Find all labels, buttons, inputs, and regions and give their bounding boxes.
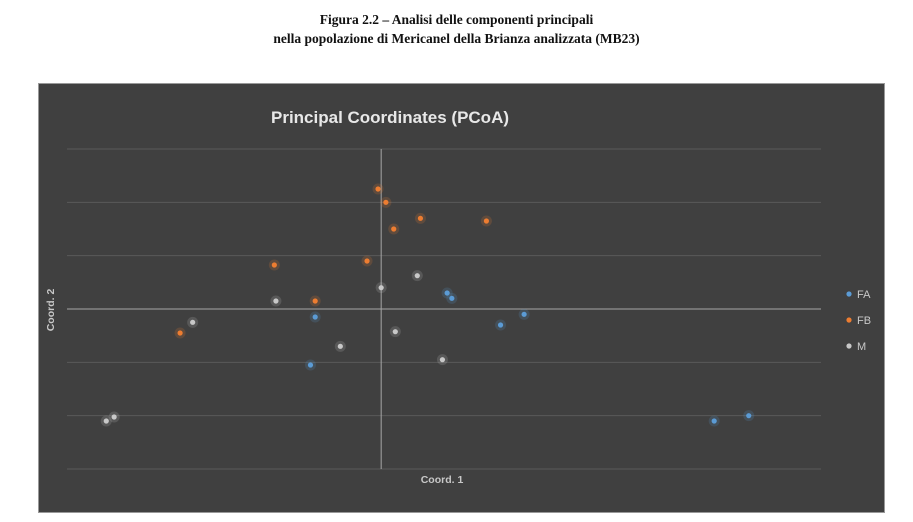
chart-title: Principal Coordinates (PCoA) [271, 108, 509, 127]
data-point-fb [312, 298, 318, 304]
data-point-m [392, 329, 398, 335]
data-point-m [337, 343, 343, 349]
data-point-m [273, 298, 279, 304]
data-point-m [190, 319, 196, 325]
data-point-fb [383, 199, 389, 205]
data-point-fb [391, 226, 397, 232]
data-point-fb [483, 218, 490, 224]
data-point-fb [271, 262, 277, 268]
figure-caption: Figura 2.2 – Analisi delle componenti pr… [0, 10, 913, 48]
axes [67, 149, 821, 469]
legend-marker-fb [846, 317, 852, 323]
y-axis-label: Coord. 2 [45, 289, 57, 332]
chart-panel: Principal Coordinates (PCoA) Coord. 1 Co… [38, 83, 885, 513]
data-point-fb [364, 258, 370, 264]
data-points [100, 183, 755, 427]
data-point-fb [375, 186, 381, 192]
data-point-m [111, 414, 117, 420]
data-point-fa [711, 418, 717, 424]
legend-label-fa: FA [857, 289, 871, 301]
data-point-m [439, 357, 446, 363]
legend-marker-m [846, 343, 852, 349]
caption-line-1: Figura 2.2 – Analisi delle componenti pr… [319, 12, 594, 27]
legend-marker-fa [846, 291, 852, 297]
data-point-fa [307, 362, 314, 368]
data-point-m [414, 273, 420, 279]
gridlines [67, 148, 821, 470]
data-point-fa [312, 314, 318, 320]
data-point-fa [497, 322, 504, 328]
legend-label-m: M [857, 341, 866, 353]
caption-line-2: nella popolazione di Mericanel della Bri… [273, 31, 640, 46]
scatter-chart: Principal Coordinates (PCoA) Coord. 1 Co… [45, 108, 871, 486]
legend: FA FB M [846, 289, 871, 353]
data-point-m [103, 418, 109, 424]
data-point-fb [417, 215, 424, 221]
data-point-fa [444, 290, 450, 296]
data-point-m [378, 285, 384, 291]
data-point-fb [177, 330, 183, 336]
data-point-fa [449, 295, 455, 301]
x-axis-label: Coord. 1 [421, 474, 464, 486]
legend-label-fb: FB [857, 315, 871, 327]
data-point-fa [746, 413, 752, 419]
data-point-fa [521, 311, 527, 317]
